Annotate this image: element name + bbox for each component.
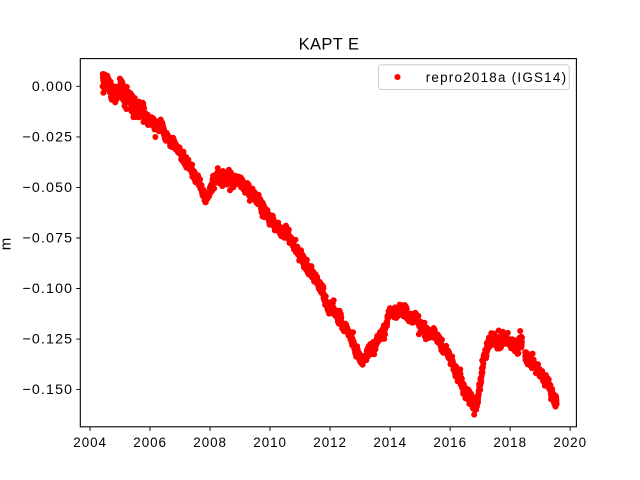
svg-text:−0.025: −0.025 <box>22 130 73 146</box>
svg-text:−0.075: −0.075 <box>22 231 73 247</box>
svg-text:2004: 2004 <box>73 435 107 450</box>
svg-text:m: m <box>0 238 14 251</box>
svg-text:2016: 2016 <box>433 435 467 450</box>
svg-text:2018: 2018 <box>493 435 527 450</box>
svg-text:−0.150: −0.150 <box>22 382 73 398</box>
svg-text:0.000: 0.000 <box>32 79 73 95</box>
svg-text:2006: 2006 <box>133 435 167 450</box>
svg-text:KAPT E: KAPT E <box>299 35 360 53</box>
svg-text:−0.100: −0.100 <box>22 281 73 297</box>
svg-text:2014: 2014 <box>373 435 407 450</box>
svg-text:2008: 2008 <box>193 435 227 450</box>
svg-text:2010: 2010 <box>253 435 287 450</box>
svg-text:−0.050: −0.050 <box>22 180 73 196</box>
svg-text:2012: 2012 <box>313 435 347 450</box>
svg-text:−0.125: −0.125 <box>22 332 73 348</box>
svg-text:repro2018a (IGS14): repro2018a (IGS14) <box>426 70 568 85</box>
svg-text:2020: 2020 <box>553 435 587 450</box>
